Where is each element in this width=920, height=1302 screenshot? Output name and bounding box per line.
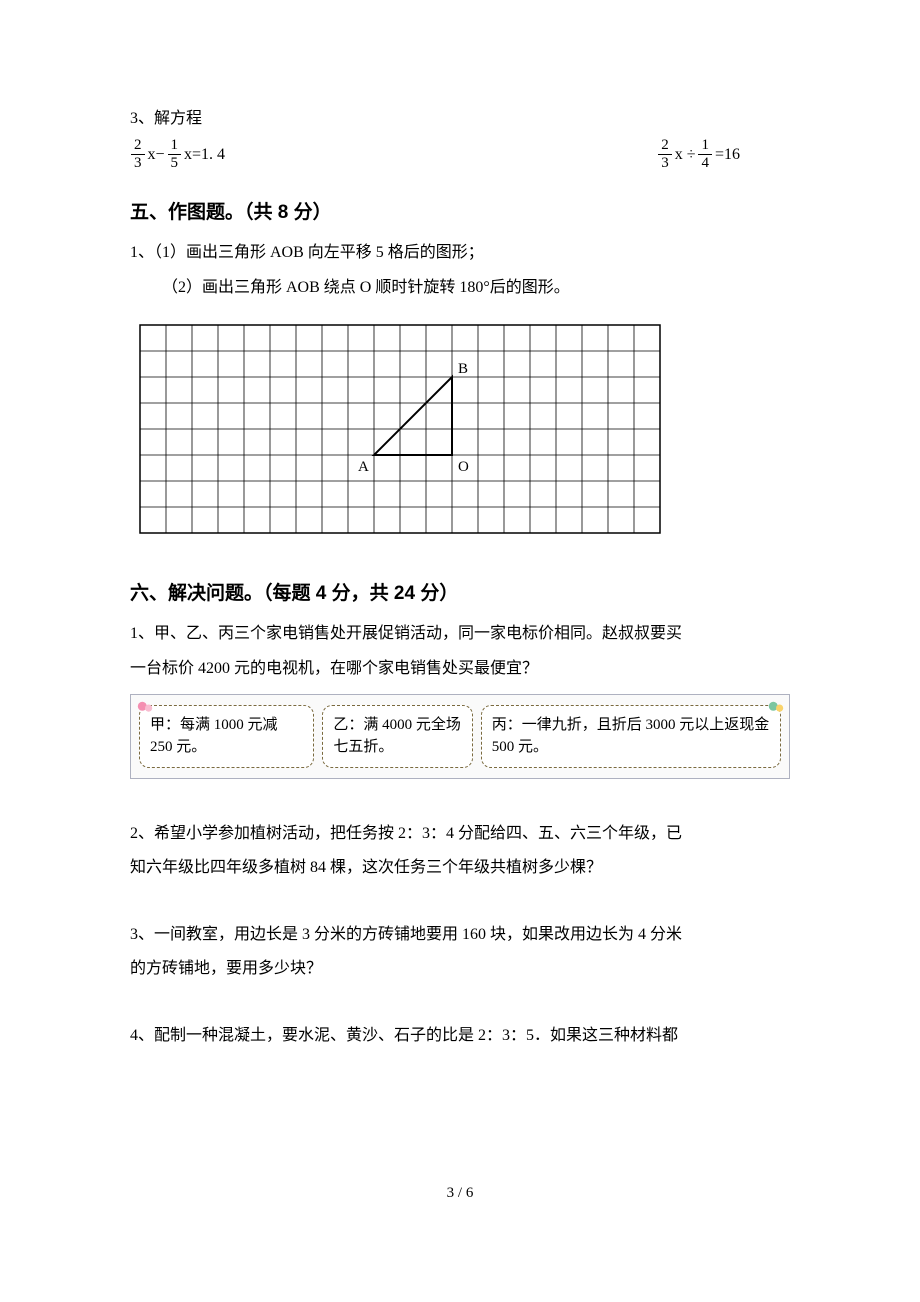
eq-text: x− xyxy=(148,146,165,164)
section5-heading: 五、作图题。（共 8 分） xyxy=(130,197,790,224)
promo-text: 丙：一律九折，且折后 3000 元以上返现金 500 元。 xyxy=(492,717,770,756)
sec6-q1-line2: 一台标价 4200 元的电视机，在哪个家电销售处买最便宜？ xyxy=(130,654,790,684)
triangle-grid-figure: A O B xyxy=(130,315,670,543)
q3-label: 3、解方程 xyxy=(130,104,790,134)
promo-box-c: 丙：一律九折，且折后 3000 元以上返现金 500 元。 xyxy=(481,705,781,768)
page-footer: 3 / 6 xyxy=(0,1185,920,1202)
sec5-q1-line2: （2）画出三角形 AOB 绕点 O 顺时针旋转 180°后的图形。 xyxy=(130,273,790,303)
eq-text: =16 xyxy=(715,146,740,164)
fraction: 1 5 xyxy=(168,138,182,171)
sec6-q2-line2: 知六年级比四年级多植树 84 棵，这次任务三个年级共植树多少棵？ xyxy=(130,853,790,883)
fraction: 2 3 xyxy=(658,138,672,171)
q3-equations: 2 3 x− 1 5 x=1. 4 2 3 x ÷ 1 4 =16 xyxy=(130,138,790,171)
promo-text: 甲：每满 1000 元减 250 元。 xyxy=(150,717,278,756)
sec6-q2-line1: 2、希望小学参加植树活动，把任务按 2：3：4 分配给四、五、六三个年级，已 xyxy=(130,819,790,849)
denominator: 3 xyxy=(131,155,145,171)
numerator: 1 xyxy=(168,138,182,155)
svg-text:O: O xyxy=(458,459,469,475)
denominator: 4 xyxy=(698,155,712,171)
sec6-q4: 4、配制一种混凝土，要水泥、黄沙、石子的比是 2：3：5．如果这三种材料都 xyxy=(130,1021,790,1051)
sec6-q1-line1: 1、甲、乙、丙三个家电销售处开展促销活动，同一家电标价相同。赵叔叔要买 xyxy=(130,619,790,649)
numerator: 2 xyxy=(131,138,145,155)
promo-boxes: 甲：每满 1000 元减 250 元。 乙：满 4000 元全场七五折。 丙：一… xyxy=(130,694,790,779)
sec6-q3-line1: 3、一间教室，用边长是 3 分米的方砖铺地要用 160 块，如果改用边长为 4 … xyxy=(130,920,790,950)
svg-text:A: A xyxy=(358,459,369,475)
numerator: 2 xyxy=(658,138,672,155)
numerator: 1 xyxy=(698,138,712,155)
eq-text: x=1. 4 xyxy=(184,146,225,164)
q3-eq-right: 2 3 x ÷ 1 4 =16 xyxy=(657,138,740,171)
section6-heading: 六、解决问题。（每题 4 分，共 24 分） xyxy=(130,578,790,605)
svg-text:B: B xyxy=(458,361,468,377)
denominator: 5 xyxy=(168,155,182,171)
sec5-q1-line1: 1、（1）画出三角形 AOB 向左平移 5 格后的图形； xyxy=(130,238,790,268)
promo-box-a: 甲：每满 1000 元减 250 元。 xyxy=(139,705,314,768)
sec6-q3-line2: 的方砖铺地，要用多少块？ xyxy=(130,954,790,984)
denominator: 3 xyxy=(658,155,672,171)
promo-box-b: 乙：满 4000 元全场七五折。 xyxy=(322,705,472,768)
balloon-icon xyxy=(136,700,154,718)
balloon-icon xyxy=(767,700,785,718)
promo-text: 乙：满 4000 元全场七五折。 xyxy=(333,717,461,756)
q3-eq-left: 2 3 x− 1 5 x=1. 4 xyxy=(130,138,225,171)
eq-text: x ÷ xyxy=(675,146,696,164)
fraction: 1 4 xyxy=(698,138,712,171)
fraction: 2 3 xyxy=(131,138,145,171)
